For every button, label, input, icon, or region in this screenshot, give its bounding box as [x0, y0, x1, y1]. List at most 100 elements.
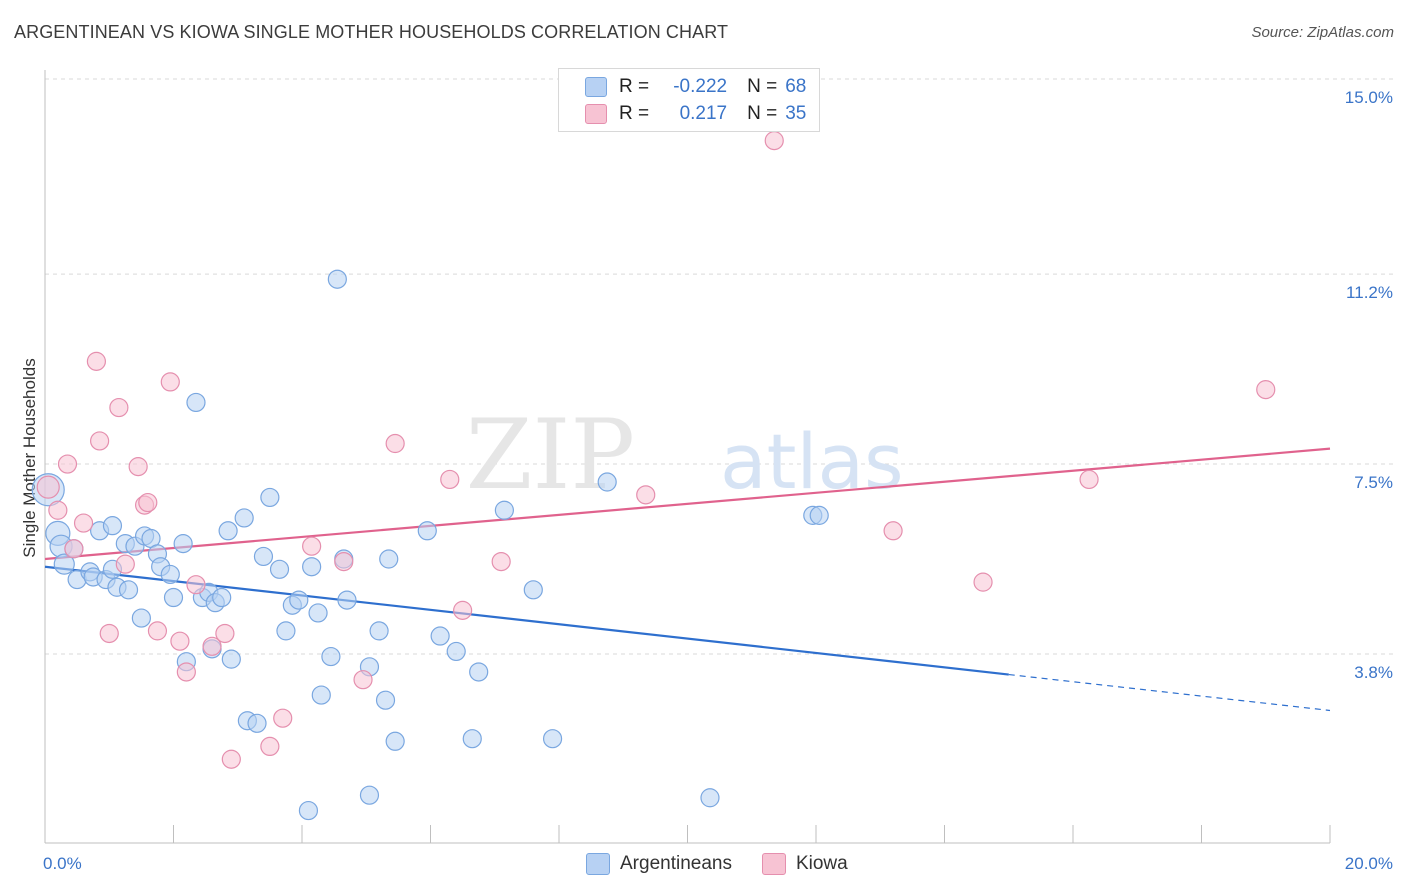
- kiowa-point: [1079, 469, 1099, 490]
- argentinean-point: [494, 500, 514, 520]
- stats-row-kiowa: R = 0.217 N = 35: [585, 101, 806, 127]
- r-value: -0.222: [673, 76, 728, 97]
- y-tick-label: 7.5%: [1354, 473, 1393, 492]
- grid-lines: [45, 78, 1395, 655]
- chart-title: ARGENTINEAN VS KIOWA SINGLE MOTHER HOUSE…: [14, 22, 729, 42]
- kiowa-point: [385, 433, 405, 454]
- legend-label: Argentineans: [620, 853, 732, 874]
- r-value: 0.217: [679, 103, 728, 124]
- argentinean-point: [53, 553, 75, 575]
- kiowa-point: [138, 492, 158, 513]
- data-points: [31, 131, 1276, 821]
- argentinean-point: [160, 564, 180, 585]
- argentinean-point: [375, 690, 396, 710]
- y-tick-label: 15.0%: [1345, 88, 1393, 107]
- argentinean-point: [462, 729, 482, 749]
- argentinean-point: [379, 549, 399, 569]
- n-value: 35: [785, 103, 807, 124]
- kiowa-point: [99, 623, 119, 644]
- x-tick-label: 20.0%: [1345, 854, 1393, 873]
- argentinean-point: [523, 580, 543, 600]
- argentinean-point: [385, 731, 405, 751]
- stats-row-argentineans: R = -0.222 N = 68: [585, 74, 806, 100]
- kiowa-point: [273, 708, 293, 728]
- argentinean-point: [369, 621, 389, 641]
- legend-swatch-pink: [761, 853, 786, 875]
- argentinean-point: [337, 590, 357, 610]
- kiowa-point: [453, 600, 473, 620]
- kiowa-point: [260, 736, 280, 757]
- argentinean-point: [597, 472, 617, 492]
- argentinean-point: [118, 580, 139, 600]
- y-tick-label: 3.8%: [1354, 663, 1393, 682]
- kiowa-point: [176, 662, 196, 682]
- kiowa-trend-line: [44, 447, 1331, 561]
- argentinean-point: [269, 559, 290, 579]
- argentinean-trend-extension: [1008, 673, 1331, 712]
- legend-swatch-blue: [586, 853, 610, 875]
- kiowa-point: [636, 485, 656, 505]
- kiowa-point: [353, 670, 373, 690]
- kiowa-point: [973, 572, 993, 592]
- argentinean-point: [234, 508, 254, 528]
- legend-item-kiowa[interactable]: Kiowa: [761, 853, 848, 875]
- argentinean-point: [417, 521, 437, 541]
- trend-lines: [44, 447, 1331, 712]
- kiowa-point: [147, 621, 168, 641]
- argentinean-point: [131, 608, 151, 628]
- kiowa-point: [48, 500, 68, 520]
- kiowa-point: [64, 539, 84, 559]
- kiowa-point: [334, 551, 354, 572]
- stats-legend: R = -0.222 N = 68 R = 0.217 N = 35: [558, 68, 820, 132]
- argentinean-point: [542, 729, 563, 749]
- kiowa-point: [302, 536, 322, 556]
- kiowa-point: [221, 749, 241, 769]
- argentinean-point: [253, 546, 274, 567]
- argentinean-point: [700, 788, 720, 808]
- argentinean-point: [302, 557, 322, 577]
- argentinean-point: [173, 534, 193, 554]
- argentinean-point: [809, 505, 829, 525]
- kiowa-point: [202, 636, 222, 656]
- kiowa-point: [170, 631, 190, 651]
- watermark-atlas: atlas: [720, 417, 904, 506]
- n-label: N =: [747, 76, 778, 97]
- kiowa-point: [57, 454, 78, 474]
- argentinean-point: [218, 521, 238, 541]
- argentinean-point: [221, 649, 241, 669]
- argentinean-point: [430, 626, 450, 646]
- argentinean-point: [359, 785, 380, 805]
- argentinean-point: [298, 800, 319, 821]
- kiowa-point: [115, 554, 135, 574]
- legend-item-argentineans[interactable]: Argentineans: [586, 853, 732, 875]
- kiowa-point: [128, 457, 148, 477]
- x-tick-labels: 0.0% 20.0%: [43, 854, 1393, 873]
- argentinean-point: [469, 662, 489, 682]
- argentinean-point: [289, 590, 309, 610]
- argentinean-point: [311, 685, 331, 705]
- argentinean-point: [321, 646, 341, 667]
- kiowa-point: [215, 623, 235, 644]
- source-label: Source: ZipAtlas.com: [1251, 24, 1394, 41]
- argentinean-point: [446, 641, 466, 662]
- kiowa-point: [36, 475, 60, 499]
- kiowa-point: [86, 351, 107, 371]
- x-tick-label: 0.0%: [43, 854, 82, 873]
- r-label: R =: [619, 76, 650, 97]
- y-tick-label: 11.2%: [1346, 283, 1393, 302]
- kiowa-point: [73, 513, 94, 533]
- kiowa-point: [764, 131, 784, 151]
- argentinean-point: [308, 603, 328, 623]
- axes: [44, 70, 1331, 844]
- legend-label: Kiowa: [795, 853, 848, 874]
- kiowa-point: [186, 575, 206, 595]
- swatch-blue: [585, 77, 607, 97]
- kiowa-point: [160, 372, 180, 392]
- n-label: N =: [747, 103, 778, 124]
- kiowa-point: [1256, 380, 1276, 400]
- swatch-pink: [585, 104, 607, 124]
- kiowa-point: [491, 551, 511, 572]
- kiowa-point: [440, 469, 460, 490]
- y-tick-labels: 3.8% 7.5% 11.2% 15.0%: [1345, 88, 1393, 682]
